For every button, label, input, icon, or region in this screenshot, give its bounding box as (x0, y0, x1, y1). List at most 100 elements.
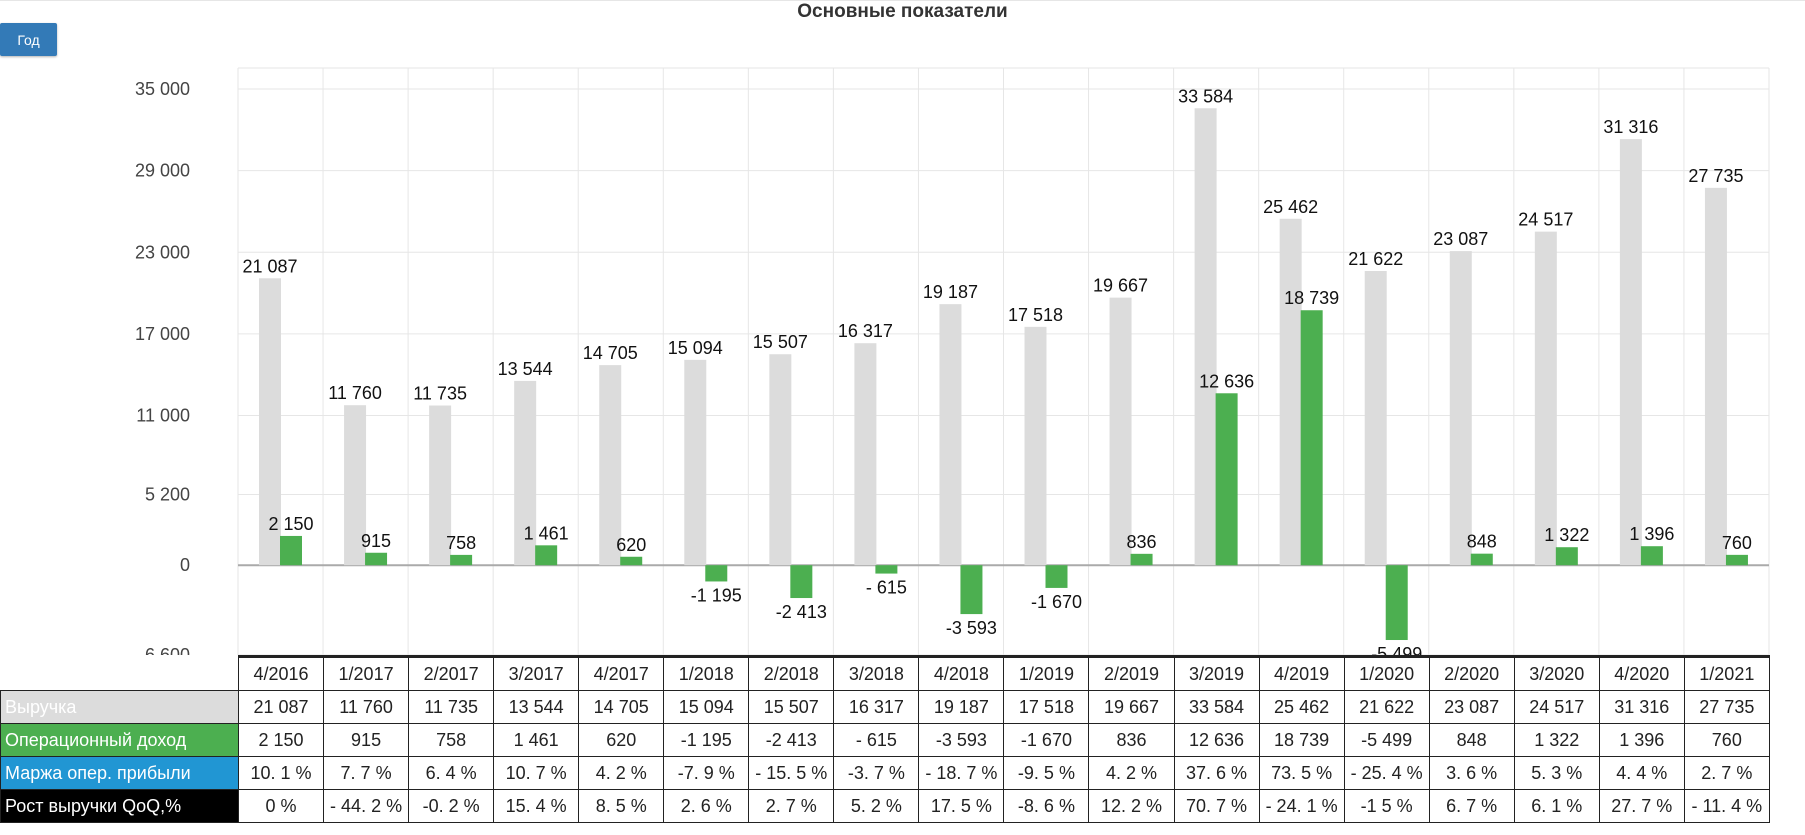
op-income-bar-label: 760 (1722, 533, 1752, 553)
table-header-row: 4/2016 1/2017 2/2017 3/2017 4/2017 1/2018 2/20… (1, 655, 1770, 691)
quarter-header-cell: 4/2019 (1258, 655, 1345, 691)
table-cell: 15 507 (748, 690, 835, 724)
revenue-bar-label: 16 317 (838, 321, 893, 341)
revenue-bar-label: 17 518 (1008, 305, 1063, 325)
table-cell: 13 544 (493, 690, 580, 724)
op-income-bar-label: - 615 (866, 578, 907, 598)
op-income-bar (535, 545, 558, 566)
revenue-bar-label: 19 187 (923, 282, 978, 302)
table-cell: 10. 1 % (237, 756, 325, 790)
table-cell: 4. 2 % (578, 756, 665, 790)
table-cell: 37. 6 % (1173, 756, 1260, 790)
revenue-bar-label: 31 316 (1603, 117, 1658, 137)
table-cell: 2. 7 % (748, 789, 835, 823)
metrics-table: 4/2016 1/2017 2/2017 3/2017 4/2017 1/2018 2/20… (0, 655, 1770, 823)
y-tick-label: 5 200 (145, 484, 190, 504)
table-row: Рост выручки QoQ,% 0 % - 44. 2 % -0. 2 % 15.… (0, 789, 1770, 823)
table-cell: 19 667 (1088, 690, 1175, 724)
table-cell: 6. 1 % (1513, 789, 1600, 823)
revenue-bar-label: 21 087 (242, 256, 297, 276)
table-cell: 0 % (237, 789, 325, 823)
op-income-bar-label: 1 322 (1544, 525, 1589, 545)
table-cell: - 615 (833, 723, 920, 757)
row-label: Операционный доход (0, 723, 239, 757)
op-income-bar-label: -5 499 (1371, 644, 1422, 655)
table-cell: 27. 7 % (1598, 789, 1685, 823)
op-income-bar-label: 2 150 (268, 514, 313, 534)
op-income-bar (1300, 310, 1323, 566)
table-cell: 27 735 (1683, 690, 1770, 724)
table-cell: 848 (1428, 723, 1515, 757)
table-corner-cell (1, 657, 239, 691)
op-income-bar-label: -1 670 (1031, 592, 1082, 612)
table-cell: -0. 2 % (408, 789, 495, 823)
table-cell: 2. 6 % (663, 789, 750, 823)
table-cell: 17. 5 % (918, 789, 1005, 823)
table-cell: 24 517 (1513, 690, 1600, 724)
op-income-bar-label: 18 739 (1284, 288, 1339, 308)
table-cell: 760 (1683, 723, 1770, 757)
revenue-bar (1024, 326, 1047, 566)
table-cell: 1 396 (1598, 723, 1685, 757)
chart-title: Основные показатели (797, 1, 1008, 22)
table-cell: 31 316 (1598, 690, 1685, 724)
op-income-bar-label: -3 593 (946, 618, 997, 638)
table-cell: 7. 7 % (323, 756, 410, 790)
table-cell: 15 094 (663, 690, 750, 724)
revenue-bar (854, 343, 877, 566)
op-income-bar (280, 535, 302, 566)
op-income-bar (620, 556, 643, 566)
op-income-bar-label: 620 (616, 535, 646, 555)
quarter-header-cell: 4/2018 (918, 655, 1005, 691)
table-cell: 1 461 (493, 723, 580, 757)
revenue-bar (1534, 231, 1557, 566)
revenue-bar-label: 15 094 (668, 338, 723, 358)
op-income-bar (960, 565, 983, 615)
table-cell: - 15. 5 % (748, 756, 835, 790)
table-cell: - 24. 1 % (1258, 789, 1345, 823)
quarter-header-cell: 2/2017 (408, 655, 495, 691)
quarter-header-cell: 3/2019 (1173, 655, 1260, 691)
table-cell: 620 (578, 723, 665, 757)
quarter-header-cell: 1/2020 (1343, 655, 1430, 691)
op-income-bar (1555, 547, 1578, 566)
table-cell: 18 739 (1258, 723, 1345, 757)
op-income-bar-label: 758 (446, 533, 476, 553)
table-cell: 6. 4 % (408, 756, 495, 790)
revenue-bar-label: 27 735 (1688, 166, 1743, 186)
table-cell: 21 622 (1343, 690, 1430, 724)
revenue-bar-label: 21 622 (1348, 249, 1403, 269)
bar-chart: 35 000 29 000 23 000 17 000 11 000 5 200 0 -6 6… (135, 67, 1770, 655)
table-cell: 758 (408, 723, 495, 757)
table-cell: - 18. 7 % (918, 756, 1005, 790)
table-cell: 73. 5 % (1258, 756, 1345, 790)
op-income-bar (1725, 554, 1748, 566)
revenue-bar (344, 405, 367, 566)
table-cell: -1 195 (663, 723, 750, 757)
table-row: Выручка 21 087 11 760 11 735 13 544 14 705 15 … (0, 690, 1770, 724)
revenue-bar (769, 354, 792, 566)
op-income-bar (1215, 393, 1238, 566)
revenue-bar (599, 365, 622, 566)
table-cell: 915 (323, 723, 410, 757)
op-income-bar (1045, 565, 1068, 588)
y-tick-label: 23 000 (135, 242, 190, 262)
quarter-header-cell: 4/2017 (578, 655, 665, 691)
table-cell: -3 593 (918, 723, 1005, 757)
period-year-button[interactable]: Год (0, 23, 57, 56)
table-cell: -5 499 (1343, 723, 1430, 757)
revenue-bar-label: 15 507 (753, 332, 808, 352)
row-label: Выручка (0, 690, 239, 724)
op-income-bar-label: 1 461 (524, 523, 569, 543)
revenue-bar (684, 359, 707, 566)
table-cell: 1 322 (1513, 723, 1600, 757)
table-cell: 12 636 (1173, 723, 1260, 757)
op-income-bar (790, 565, 813, 599)
op-income-bar-label: 12 636 (1199, 371, 1254, 391)
revenue-bar-label: 13 544 (498, 359, 553, 379)
table-cell: 10. 7 % (493, 756, 580, 790)
table-cell: 11 735 (408, 690, 495, 724)
table-cell: 25 462 (1258, 690, 1345, 724)
table-cell: 5. 3 % (1513, 756, 1600, 790)
revenue-bar-label: 19 667 (1093, 276, 1148, 296)
